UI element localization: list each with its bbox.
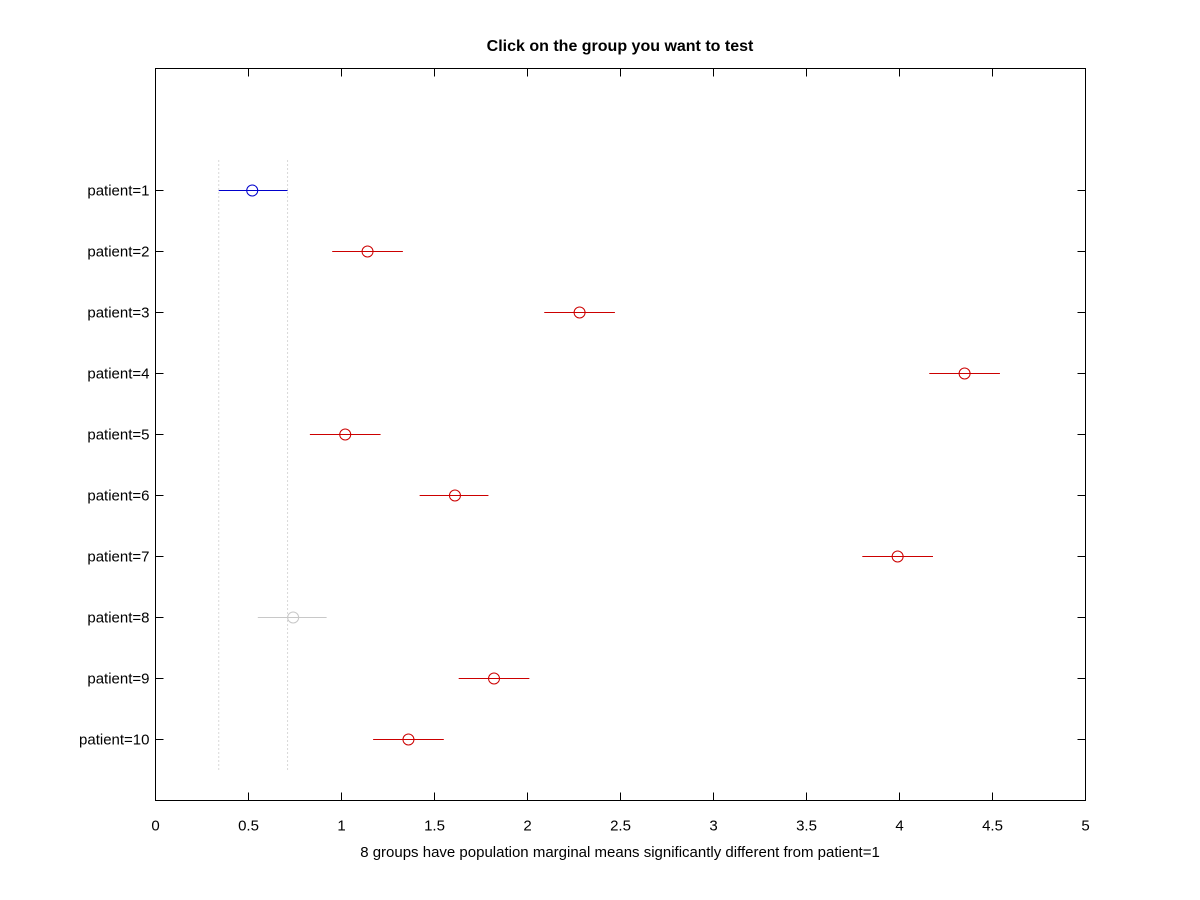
y-tick-label: patient=3 bbox=[87, 305, 149, 322]
group-interval-10[interactable] bbox=[373, 733, 444, 746]
y-tick-label: patient=8 bbox=[87, 610, 149, 627]
y-tick-label: patient=1 bbox=[87, 183, 149, 200]
x-tick-label: 3.5 bbox=[796, 818, 817, 835]
group-interval-4[interactable] bbox=[929, 367, 1000, 380]
group-interval-1[interactable] bbox=[218, 184, 288, 197]
x-tick-label: 2.5 bbox=[610, 818, 631, 835]
mean-marker-9[interactable] bbox=[488, 672, 501, 685]
mean-marker-5[interactable] bbox=[339, 428, 352, 441]
x-axis-ticks: 0 0.5 1 1.5 2 2.5 3 3.5 4 4.5 5 bbox=[151, 68, 1090, 835]
y-tick-label: patient=4 bbox=[87, 366, 149, 383]
mean-marker-3[interactable] bbox=[573, 306, 586, 319]
y-tick-label: patient=7 bbox=[87, 549, 149, 566]
mean-marker-2[interactable] bbox=[361, 245, 374, 258]
y-tick-label: patient=6 bbox=[87, 488, 149, 505]
x-tick-label: 5 bbox=[1081, 818, 1089, 835]
y-tick-label: patient=2 bbox=[87, 244, 149, 261]
x-tick-label: 4.5 bbox=[982, 818, 1003, 835]
x-tick-label: 4 bbox=[895, 818, 903, 835]
y-tick-label: patient=10 bbox=[79, 732, 149, 749]
mean-marker-7[interactable] bbox=[891, 550, 904, 563]
mean-marker-10[interactable] bbox=[402, 733, 415, 746]
y-axis-ticks: patient=1 patient=2 patient=3 patient=4 pati… bbox=[79, 183, 1086, 749]
x-tick-label: 0 bbox=[151, 818, 159, 835]
x-tick-label: 2 bbox=[523, 818, 531, 835]
axes-frame bbox=[155, 68, 1086, 801]
group-interval-2[interactable] bbox=[332, 245, 403, 258]
y-tick-label: patient=5 bbox=[87, 427, 149, 444]
x-tick-label: 1 bbox=[337, 818, 345, 835]
group-interval-7[interactable] bbox=[862, 550, 933, 563]
group-interval-9[interactable] bbox=[458, 672, 530, 685]
x-axis-label: 8 groups have population marginal means … bbox=[360, 844, 880, 861]
mean-marker-8[interactable] bbox=[287, 611, 300, 624]
mean-marker-6[interactable] bbox=[448, 489, 461, 502]
y-tick-label: patient=9 bbox=[87, 671, 149, 688]
comparison-intervals bbox=[218, 184, 1000, 746]
group-interval-5[interactable] bbox=[309, 428, 381, 441]
x-tick-label: 3 bbox=[709, 818, 717, 835]
mean-marker-1[interactable] bbox=[246, 184, 259, 197]
x-tick-label: 1.5 bbox=[424, 818, 445, 835]
group-interval-3[interactable] bbox=[544, 306, 615, 319]
reference-lines bbox=[218, 160, 289, 770]
mean-marker-4[interactable] bbox=[958, 367, 971, 380]
group-interval-6[interactable] bbox=[419, 489, 489, 502]
chart-title: Click on the group you want to test bbox=[487, 38, 754, 55]
x-tick-label: 0.5 bbox=[238, 818, 259, 835]
group-interval-8[interactable] bbox=[257, 611, 327, 624]
